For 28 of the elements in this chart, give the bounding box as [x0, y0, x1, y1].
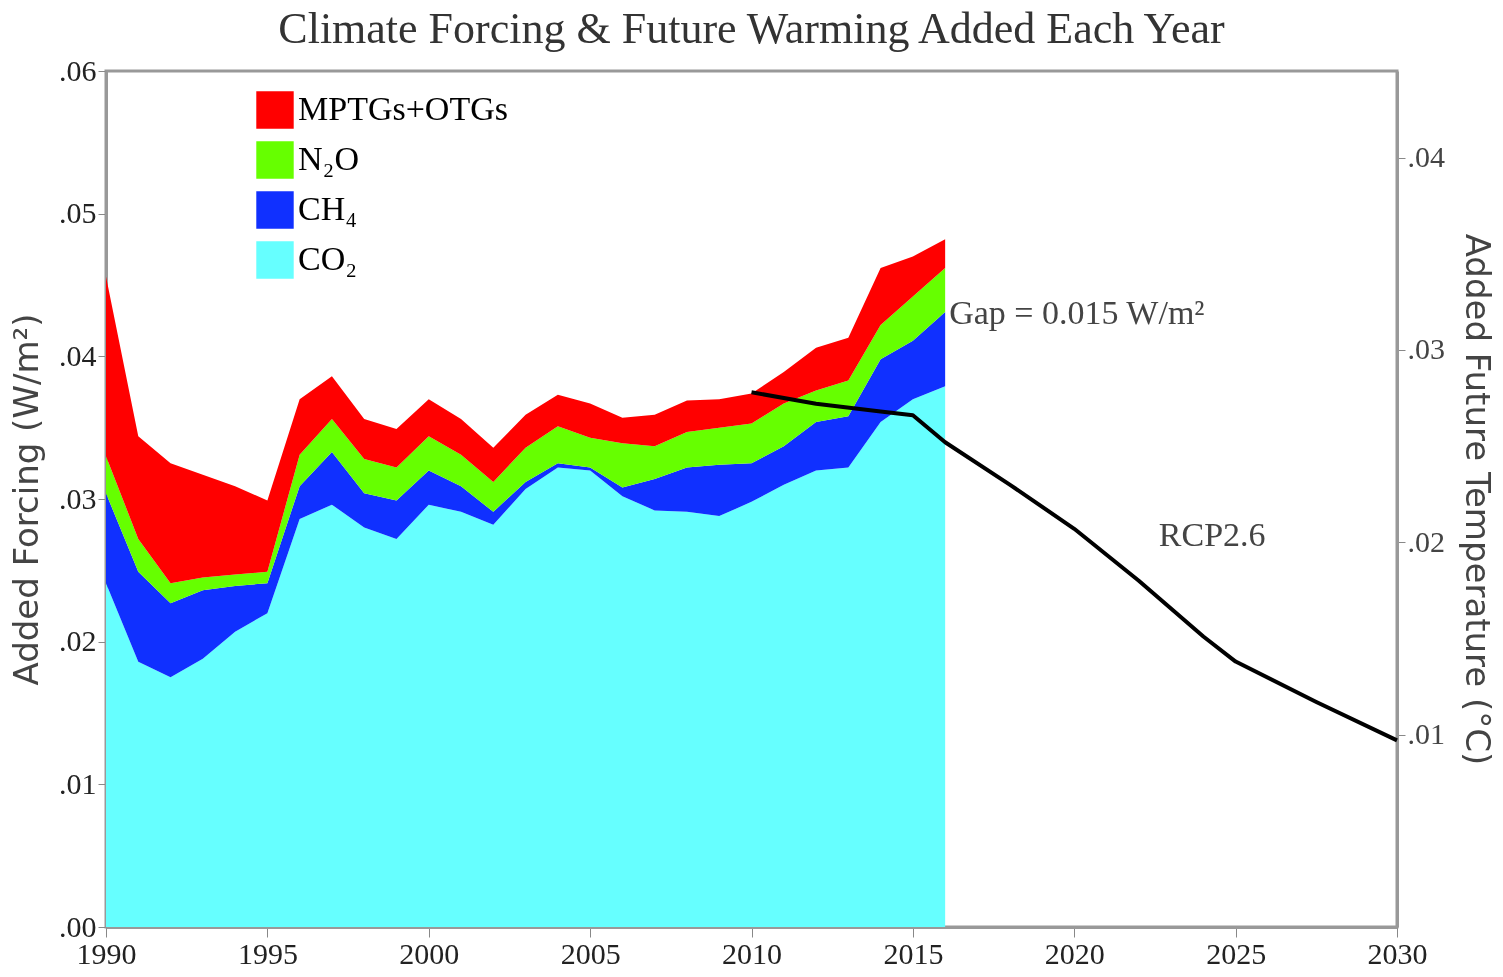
- y-tick-label: .02: [59, 624, 97, 658]
- legend-label: CO₂: [298, 240, 358, 277]
- x-tick-label: 2030: [1367, 936, 1428, 970]
- x-tick-label: 1995: [237, 936, 298, 970]
- legend-label: MPTGs+OTGs: [298, 90, 508, 127]
- legend-label: N₂O: [298, 140, 359, 177]
- legend-label: CH₄: [298, 190, 358, 227]
- y2-tick-label: .02: [1407, 524, 1445, 558]
- y-axis-title: Added Forcing (W/m²): [6, 313, 46, 686]
- y-tick-label: .04: [59, 338, 97, 372]
- y2-tick-label: .03: [1407, 332, 1445, 366]
- y-tick-label: .05: [59, 196, 97, 230]
- y-tick-label: .03: [59, 481, 97, 515]
- x-tick-label: 2000: [399, 936, 460, 970]
- line-series: [749, 390, 1399, 743]
- y2-tick-label: .04: [1407, 140, 1445, 174]
- x-tick-label: 2025: [1206, 936, 1267, 970]
- y-tick-label: .01: [59, 766, 97, 800]
- x-tick-label: 2020: [1044, 936, 1105, 970]
- series-label: RCP2.6: [1158, 515, 1266, 553]
- x-tick-label: 2015: [883, 936, 944, 970]
- x-tick-label: 2005: [560, 936, 621, 970]
- y-tick-label: .06: [59, 53, 97, 87]
- y2-tick-label: .01: [1407, 717, 1445, 751]
- x-tick-label: 2010: [722, 936, 782, 970]
- annotation: Gap = 0.015 W/m²: [949, 293, 1205, 331]
- chart-title: Climate Forcing & Future Warming Added Each Year: [278, 4, 1226, 53]
- y2-axis-title: Added Future Temperature (°C): [1458, 233, 1498, 766]
